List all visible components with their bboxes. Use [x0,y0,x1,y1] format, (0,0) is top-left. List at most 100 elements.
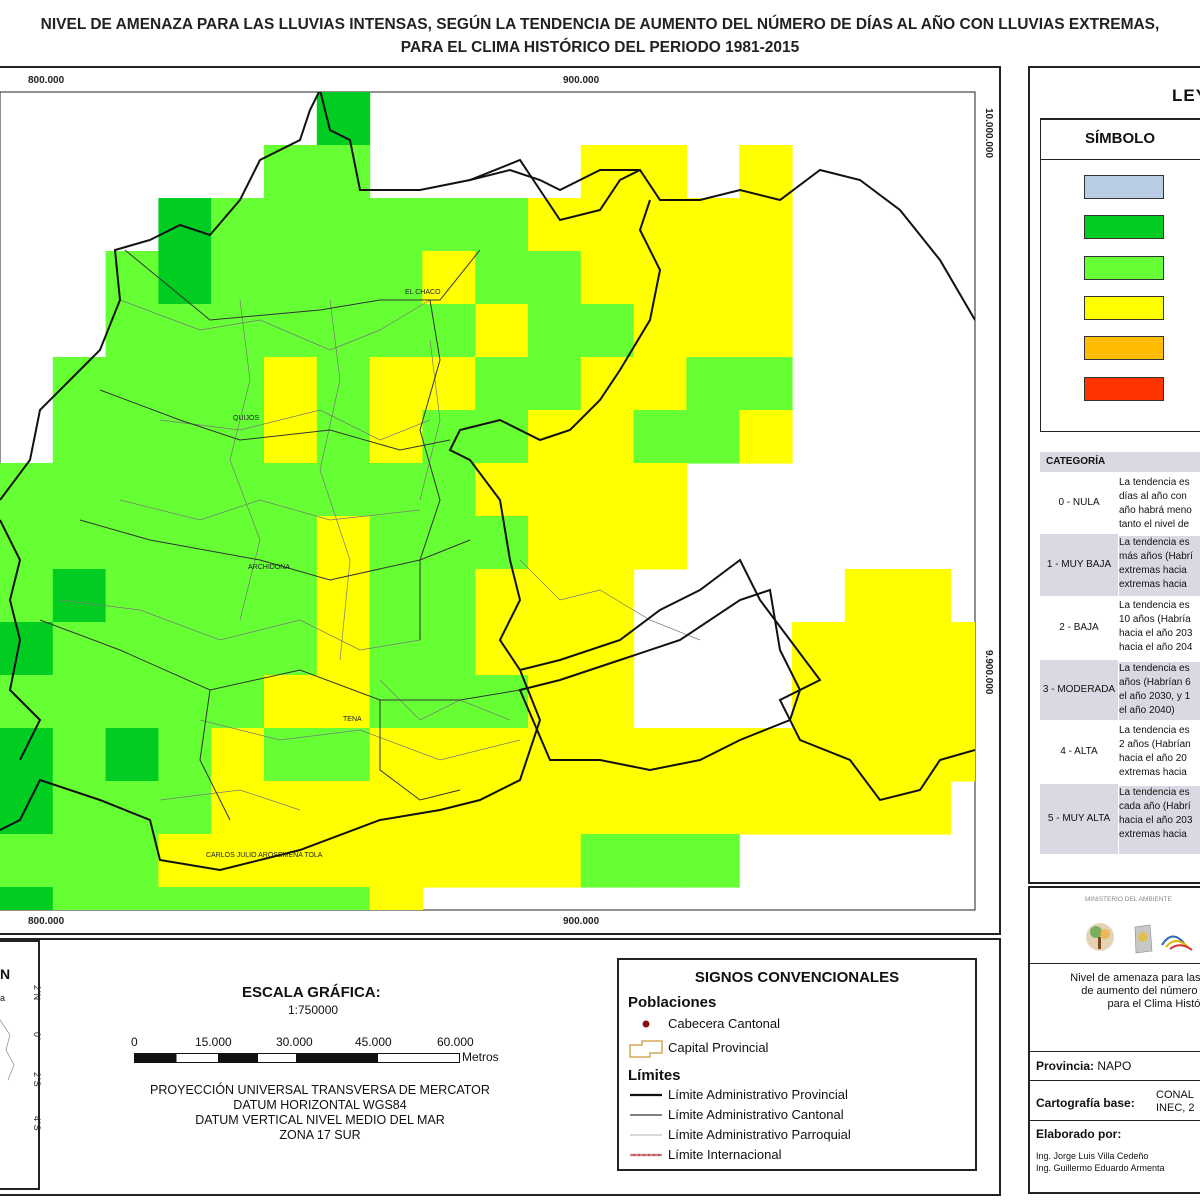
threat-grid-cell [264,887,318,910]
category-label: 4 - ALTA [1040,722,1118,782]
threat-grid-cell [316,463,371,517]
threat-grid-cell [792,622,846,676]
category-description: La tendencia es cada año (Habrí hacia el a… [1119,786,1200,854]
threat-grid-cell [528,569,582,623]
threat-grid-cell [950,728,975,782]
category-label: 3 - MODERADA [1040,660,1118,720]
threat-grid-cell [580,516,635,570]
threat-grid-cell [158,781,212,835]
threat-grid-cell [0,834,54,888]
threat-grid-cell [475,357,529,411]
threat-grid-cell [897,569,951,623]
threat-grid-cell [844,622,899,676]
scale-tick-label: 15.000 [195,1035,232,1049]
category-description: La tendencia es días al año con año habrá … [1119,476,1200,532]
threat-grid-cell [580,569,635,623]
bottom-right-border [999,938,1001,1196]
threat-grid-cell [422,675,476,729]
threat-grid-cell [0,516,54,570]
threat-grid-cell [897,675,951,729]
place-label-archidona: ARCHIDONA [248,564,290,571]
place-label-tena: TENA [343,716,362,723]
threat-grid-cell [211,516,265,570]
threat-grid-cell [369,728,423,782]
threat-grid-cell [158,463,212,517]
province-boundary-north [469,168,640,192]
threat-grid-cell [739,357,793,411]
threat-grid-cell [264,728,318,782]
inset-lat-4s: 4°S [32,1116,42,1131]
threat-grid-cell [105,463,159,517]
threat-grid-cell [369,357,423,411]
legend-swatch-baja [1084,256,1164,280]
threat-grid-cell [0,622,54,676]
threat-grid-cell [105,781,159,835]
scale-tick-label: 60.000 [437,1035,474,1049]
y-coord-10000000: 10.000.000 [983,108,994,159]
threat-grid-cell [580,198,635,252]
threat-grid-cell [686,251,740,305]
inset-title: N [0,966,11,982]
category-label: 5 - MUY ALTA [1040,784,1118,854]
threat-grid-cell [739,410,793,464]
map-title-line1: NIVEL DE AMENAZA PARA LAS LLUVIAS INTENS… [40,16,1160,33]
bottom-border [0,1194,1001,1196]
threat-grid-cell [369,834,423,888]
threat-grid-cell [264,675,318,729]
threat-grid-cell [844,675,899,729]
threat-grid-cell [528,198,582,252]
populations-header: Poblaciones [628,994,717,1011]
threat-grid-cell [369,781,423,835]
threat-grid-cell [264,516,318,570]
threat-grid-cell [316,675,371,729]
threat-grid-cell [316,569,371,623]
threat-grid-cell [528,834,582,888]
category-description: La tendencia es más años (Habrí extremas h… [1119,536,1200,596]
threat-grid-cell [105,516,159,570]
threat-grid-cell [264,834,318,888]
threat-grid-cell [158,304,212,358]
threat-grid-cell [52,569,107,623]
threat-grid-cell [633,145,687,199]
threat-grid-cell [369,622,423,676]
threat-grid-cell [52,887,107,910]
x-coord-bottom-800: 800.000 [28,916,65,927]
threat-grid-cell [105,622,159,676]
inset-lat-0: 0° [32,1032,42,1041]
threat-grid-cell [422,304,476,358]
threat-grid-cell [211,198,265,252]
capital-label: Capital Provincial [668,1040,769,1055]
threat-grid-cell [105,569,159,623]
threat-grid-cell [580,781,635,835]
threat-grid-cell [528,728,582,782]
threat-grid-cell [633,463,687,517]
threat-grid-cell [211,887,265,910]
place-label-el-chaco: EL CHACO [405,289,441,296]
threat-grid-cell [52,834,107,888]
threat-grid-cell [422,357,476,411]
threat-grid-cell [52,675,107,729]
threat-grid-cell [369,198,423,252]
threat-grid-cell [792,675,846,729]
threat-grid-cell [105,251,159,305]
threat-grid-cell [105,728,159,782]
threat-grid-cell [422,516,476,570]
threat-grid-cell [580,304,635,358]
threat-grid-cell [528,622,582,676]
threat-grid-cell [264,463,318,517]
threat-grid-cell [950,622,975,676]
y-coord-9900000: 9.900.000 [983,650,994,695]
cabecera-dot-icon [642,1020,650,1028]
threat-grid-cell [105,304,159,358]
threat-grid-cell [105,410,159,464]
threat-grid-cell [52,781,107,835]
threat-grid-cell [211,781,265,835]
threat-grid-cell [52,622,107,676]
threat-grid-cell [52,410,107,464]
legend-symbol-header: SÍMBOLO [1085,130,1155,147]
threat-grid-cell [105,834,159,888]
threat-grid-cell [528,675,582,729]
threat-grid-cell [158,622,212,676]
threat-grid-cell [105,675,159,729]
threat-grid-cell [211,569,265,623]
